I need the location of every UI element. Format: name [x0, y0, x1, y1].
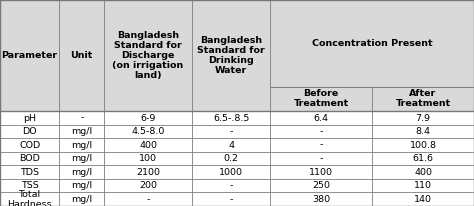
Bar — [372, 87, 474, 111]
Bar — [192, 179, 270, 192]
Text: 6.4: 6.4 — [314, 114, 328, 123]
Text: Unit: Unit — [71, 51, 93, 60]
Text: 100.8: 100.8 — [410, 140, 437, 150]
Bar — [270, 87, 372, 111]
Bar — [104, 0, 192, 111]
Text: After
Treatment: After Treatment — [395, 89, 451, 108]
Bar — [372, 152, 474, 165]
Text: 140: 140 — [414, 195, 432, 204]
Bar — [104, 138, 192, 152]
Bar — [0, 138, 59, 152]
Bar — [104, 165, 192, 179]
Bar — [192, 192, 270, 206]
Bar — [270, 165, 372, 179]
Bar — [192, 111, 270, 125]
Text: 400: 400 — [414, 168, 432, 177]
Bar — [104, 179, 192, 192]
Bar — [0, 179, 59, 192]
Text: Parameter: Parameter — [1, 51, 58, 60]
Text: -: - — [80, 114, 83, 123]
Bar — [59, 179, 104, 192]
Text: mg/l: mg/l — [71, 140, 92, 150]
Bar — [0, 152, 59, 165]
Bar — [372, 192, 474, 206]
Bar — [270, 152, 372, 165]
Text: mg/l: mg/l — [71, 195, 92, 204]
Text: Concentration Present: Concentration Present — [312, 39, 432, 48]
Bar — [372, 111, 474, 125]
Text: Bangladesh
Standard for
Drinking
Water: Bangladesh Standard for Drinking Water — [197, 36, 265, 75]
Text: -: - — [229, 195, 233, 204]
Bar — [192, 165, 270, 179]
Text: pH: pH — [23, 114, 36, 123]
Text: 0.2: 0.2 — [224, 154, 238, 163]
Bar — [59, 138, 104, 152]
Text: 8.4: 8.4 — [416, 127, 430, 136]
Bar — [104, 125, 192, 138]
Text: -: - — [319, 140, 323, 150]
Bar — [192, 125, 270, 138]
Text: mg/l: mg/l — [71, 154, 92, 163]
Text: 400: 400 — [139, 140, 157, 150]
Bar — [0, 165, 59, 179]
Text: 6.5-.8.5: 6.5-.8.5 — [213, 114, 249, 123]
Bar — [0, 125, 59, 138]
Bar — [59, 165, 104, 179]
Text: 7.9: 7.9 — [416, 114, 430, 123]
Bar — [270, 0, 474, 87]
Text: 4: 4 — [228, 140, 234, 150]
Text: -: - — [229, 181, 233, 190]
Bar — [270, 192, 372, 206]
Bar — [59, 0, 104, 111]
Text: DO: DO — [22, 127, 37, 136]
Bar — [59, 111, 104, 125]
Text: Before
Treatment: Before Treatment — [293, 89, 349, 108]
Bar — [372, 179, 474, 192]
Text: 250: 250 — [312, 181, 330, 190]
Bar — [192, 0, 270, 111]
Text: 110: 110 — [414, 181, 432, 190]
Bar — [0, 0, 59, 111]
Text: -: - — [146, 195, 150, 204]
Bar — [0, 111, 59, 125]
Text: TDS: TDS — [20, 168, 39, 177]
Text: TSS: TSS — [21, 181, 38, 190]
Text: 61.6: 61.6 — [412, 154, 434, 163]
Text: 200: 200 — [139, 181, 157, 190]
Bar — [0, 192, 59, 206]
Text: Total
Hardness: Total Hardness — [7, 190, 52, 206]
Text: 2100: 2100 — [136, 168, 160, 177]
Bar — [59, 192, 104, 206]
Bar — [192, 152, 270, 165]
Bar — [372, 165, 474, 179]
Text: BOD: BOD — [19, 154, 40, 163]
Bar — [372, 138, 474, 152]
Text: 4.5-8.0: 4.5-8.0 — [131, 127, 165, 136]
Text: 6-9: 6-9 — [140, 114, 156, 123]
Text: mg/l: mg/l — [71, 127, 92, 136]
Bar — [59, 125, 104, 138]
Bar — [192, 138, 270, 152]
Text: -: - — [319, 154, 323, 163]
Bar — [372, 125, 474, 138]
Text: -: - — [229, 127, 233, 136]
Bar — [270, 111, 372, 125]
Text: -: - — [319, 127, 323, 136]
Text: 100: 100 — [139, 154, 157, 163]
Text: mg/l: mg/l — [71, 181, 92, 190]
Text: 1100: 1100 — [309, 168, 333, 177]
Text: COD: COD — [19, 140, 40, 150]
Text: 1000: 1000 — [219, 168, 243, 177]
Bar — [59, 152, 104, 165]
Text: Bangladesh
Standard for
Discharge
(on irrigation
land): Bangladesh Standard for Discharge (on ir… — [112, 31, 184, 80]
Text: 380: 380 — [312, 195, 330, 204]
Bar — [104, 152, 192, 165]
Text: mg/l: mg/l — [71, 168, 92, 177]
Bar — [104, 111, 192, 125]
Bar — [270, 125, 372, 138]
Bar — [104, 192, 192, 206]
Bar — [270, 138, 372, 152]
Bar — [270, 179, 372, 192]
